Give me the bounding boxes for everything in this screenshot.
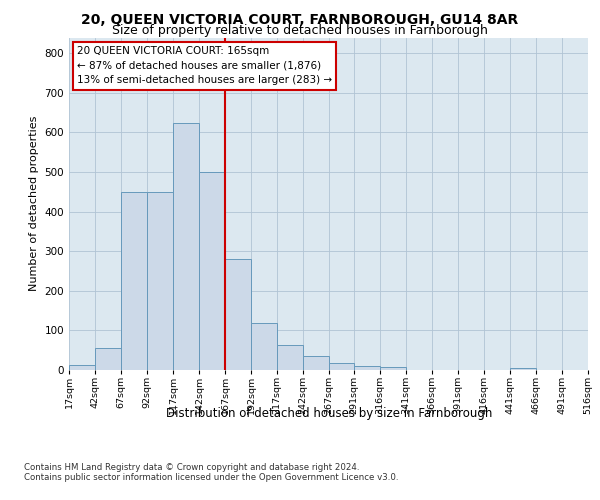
Bar [199, 172, 225, 370]
Bar [329, 364, 354, 370]
Text: Contains HM Land Registry data © Crown copyright and database right 2024.: Contains HM Land Registry data © Crown c… [24, 462, 359, 471]
Bar [95, 348, 121, 370]
Bar [277, 345, 303, 370]
Y-axis label: Number of detached properties: Number of detached properties [29, 116, 39, 292]
Bar [303, 356, 329, 370]
Bar [121, 192, 147, 370]
Bar [69, 365, 95, 370]
Text: 20 QUEEN VICTORIA COURT: 165sqm
← 87% of detached houses are smaller (1,876)
13%: 20 QUEEN VICTORIA COURT: 165sqm ← 87% of… [77, 46, 332, 86]
Bar [380, 367, 406, 370]
Text: Contains public sector information licensed under the Open Government Licence v3: Contains public sector information licen… [24, 474, 398, 482]
Bar [147, 192, 173, 370]
Bar [173, 122, 199, 370]
Bar [510, 368, 536, 370]
Text: 20, QUEEN VICTORIA COURT, FARNBOROUGH, GU14 8AR: 20, QUEEN VICTORIA COURT, FARNBOROUGH, G… [82, 12, 518, 26]
Text: Distribution of detached houses by size in Farnborough: Distribution of detached houses by size … [166, 408, 492, 420]
Bar [251, 324, 277, 370]
Bar [354, 366, 380, 370]
Bar [225, 259, 251, 370]
Text: Size of property relative to detached houses in Farnborough: Size of property relative to detached ho… [112, 24, 488, 37]
